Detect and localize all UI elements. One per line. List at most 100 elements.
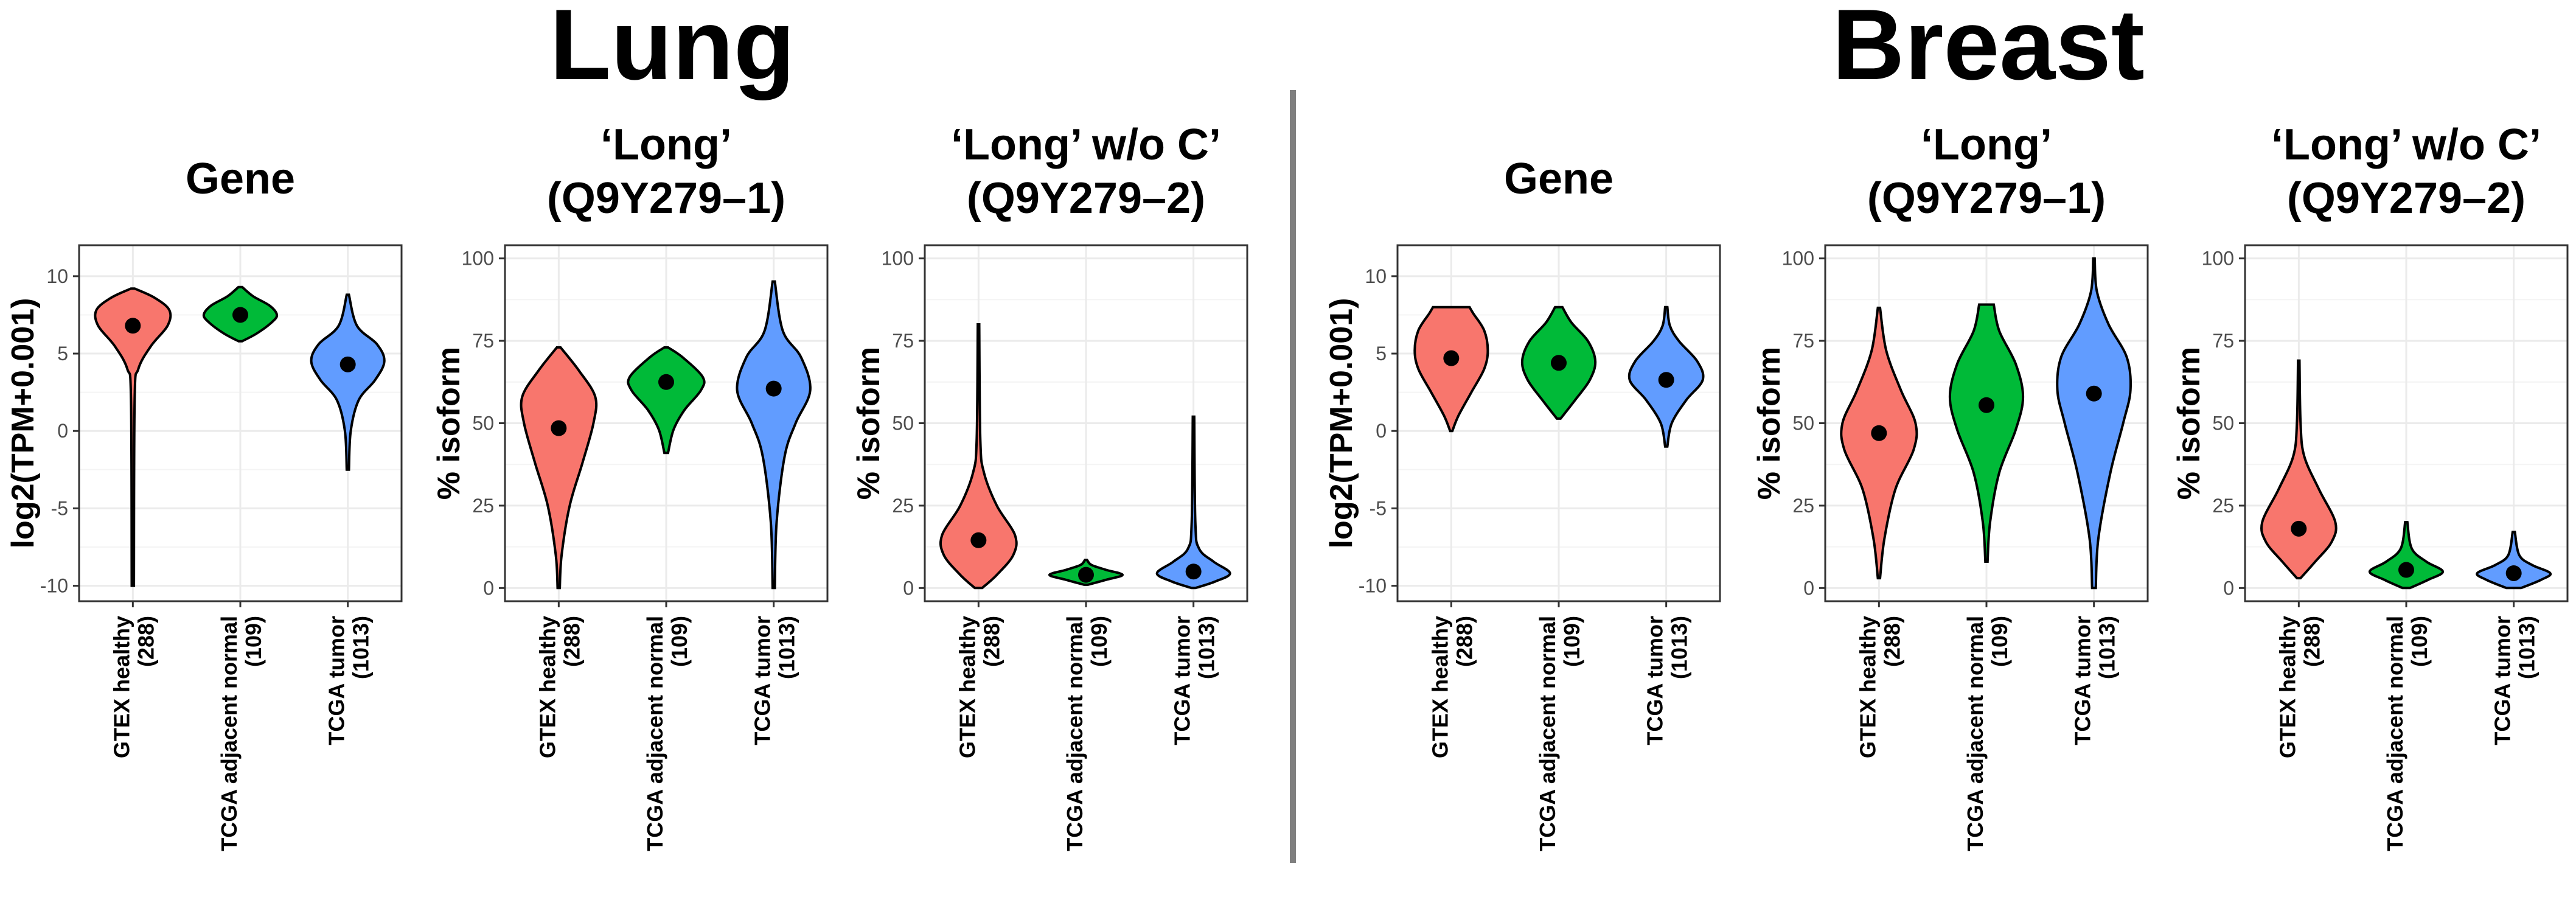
mean-point [339,356,356,372]
x-tick-label-line: (288) [133,616,158,667]
mean-point [1658,372,1674,388]
x-tick-label: TCGA tumor(1013) [1170,616,1219,745]
chart-panel-2: 0 25 50 75 100 GTEX healthy(288) TCGA adjacent… [431,120,829,851]
panel-title: (Q9Y279–1) [1867,174,2106,223]
mean-point [970,532,987,548]
x-tick-label-line: TCGA tumor [324,616,349,745]
mean-point [2086,385,2102,402]
x-tick-label: TCGA tumor(1013) [2490,616,2539,745]
mean-point [1551,355,1567,371]
y-axis-label: log2(TPM+0.001) [5,298,41,549]
y-tick-label: 100 [882,248,914,270]
x-tick-label-line: (109) [241,616,266,667]
x-tick-label-line: (288) [979,616,1004,667]
y-tick-label: 50 [892,413,914,434]
mean-point [1979,397,1994,413]
x-tick-label-line: TCGA tumor [1643,616,1668,745]
y-tick-label: 0 [57,420,68,442]
x-tick-label: TCGA adjacent normal(109) [642,616,692,851]
y-axis-label: % isoform [1752,347,1787,500]
y-tick-label: 75 [472,330,494,352]
y-tick-label: 0 [483,577,494,599]
violin-1 [520,346,598,590]
y-tick-label: 25 [2212,495,2234,517]
x-tick-label: TCGA adjacent normal(109) [217,616,266,851]
x-tick-label-line: (1013) [1194,616,1219,679]
y-tick-label: 25 [892,495,914,517]
y-tick-label: -10 [1359,575,1387,597]
x-tick-label-line: TCGA adjacent normal [1963,616,1988,851]
y-tick-label: 50 [2212,413,2234,434]
y-tick-label: 25 [1792,495,1814,517]
violin-1 [1413,305,1489,433]
x-tick-label: GTEX healthy(288) [955,616,1004,758]
x-tick-label-line: TCGA adjacent normal [2383,616,2407,851]
x-tick-label-line: GTEX healthy [1427,616,1452,758]
x-tick-label-line: (109) [1087,616,1112,667]
chart-panel-1: -10 -5 0 5 10 GTEX healthy(288) TCGA adjacent … [5,155,403,851]
violin-1 [94,287,172,587]
x-tick-label-line: (109) [1559,616,1584,667]
x-tick-label-line: TCGA tumor [2070,616,2095,745]
x-tick-label: TCGA tumor(1013) [324,616,374,745]
y-tick-label: -5 [51,497,68,519]
x-tick-label-line: (1013) [775,616,799,679]
x-tick-label-line: (109) [2407,616,2432,667]
x-tick-label-line: (1013) [1667,616,1692,679]
panel-title: Gene [1504,155,1613,203]
x-tick-label-line: TCGA adjacent normal [217,616,242,851]
y-tick-label: 5 [1376,343,1387,365]
y-tick-label: 75 [2212,330,2234,352]
y-tick-label: -10 [40,575,68,597]
x-tick-label-line: (1013) [2515,616,2539,679]
x-tick-label: GTEX healthy(288) [1427,616,1477,758]
violin-3 [310,293,386,471]
x-tick-label: TCGA adjacent normal(109) [2383,616,2432,851]
panel-title: (Q9Y279–2) [967,174,1205,223]
y-axis-label: log2(TPM+0.001) [1324,298,1359,549]
violin-1 [1840,306,1918,580]
x-tick-label: GTEX healthy(288) [1855,616,1904,758]
mean-point [2398,562,2414,578]
x-tick-label-line: TCGA adjacent normal [1062,616,1087,851]
x-tick-label-line: (1013) [2095,616,2120,679]
y-tick-label: 25 [472,495,494,517]
violin-3 [736,280,812,590]
y-tick-label: 100 [2202,248,2234,270]
section-title-breast: Breast [1832,0,2145,100]
mean-point [2505,565,2522,581]
x-tick-label-line: (288) [1879,616,1904,667]
panel-title: ‘Long’ w/o C’ [951,120,1221,169]
y-tick-label: 75 [892,330,914,352]
violin-2 [2368,521,2445,590]
x-tick-label: TCGA adjacent normal(109) [1062,616,1112,851]
mean-point [232,307,248,323]
mean-point [551,420,567,436]
y-axis-label: % isoform [431,347,467,500]
y-tick-label: 50 [1792,413,1814,434]
panel-title: ‘Long’ [1921,120,2052,169]
violin-2 [627,346,706,455]
x-tick-label-line: (109) [667,616,692,667]
y-tick-label: 10 [46,265,68,287]
panel-title: (Q9Y279–2) [2287,174,2526,223]
x-tick-label-line: (109) [1987,616,2012,667]
y-tick-label: 50 [472,413,494,434]
chart-panel-6: 0 25 50 75 100 GTEX healthy(288) TCGA adjacent… [2171,120,2569,851]
mean-point [1443,350,1460,366]
chart-panel-5: 0 25 50 75 100 GTEX healthy(288) TCGA adjacent… [1752,120,2149,851]
y-tick-label: 0 [1376,420,1387,442]
mean-point [2291,520,2307,537]
mean-point [1185,563,1202,580]
panel-title: (Q9Y279–1) [547,174,785,223]
x-tick-label-line: (1013) [349,616,374,679]
mean-point [765,380,782,397]
violin-3 [2476,531,2552,590]
violin-3 [2056,257,2132,590]
x-tick-label-line: TCGA tumor [2490,616,2515,745]
x-tick-label: TCGA tumor(1013) [2070,616,2120,745]
y-tick-label: -5 [1370,497,1387,519]
x-tick-label-line: TCGA tumor [1170,616,1195,745]
x-tick-label-line: GTEX healthy [1855,616,1880,758]
